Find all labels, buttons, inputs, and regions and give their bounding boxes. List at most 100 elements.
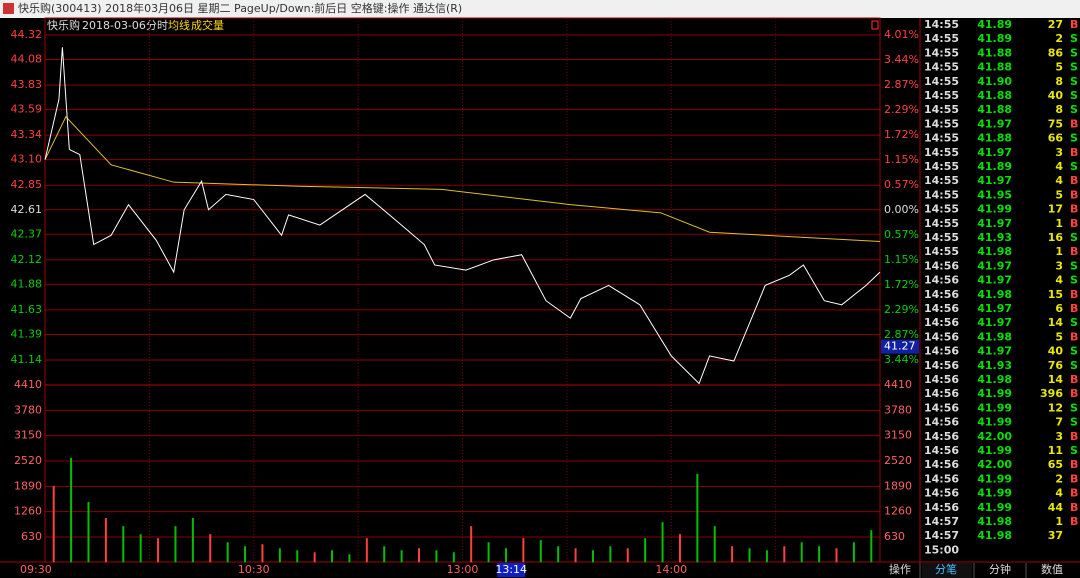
trade-volume: 86 [1048,46,1064,59]
volume-bar [591,550,594,563]
volume-bar [870,530,873,563]
volume-tick-label-right: 1890 [884,479,912,492]
trade-price: 41.93 [977,359,1012,372]
volume-bar [731,546,734,563]
trade-price: 41.95 [977,188,1012,201]
trade-volume: 66 [1048,132,1064,145]
trade-price: 41.97 [977,117,1012,130]
trade-price: 42.00 [977,430,1012,443]
volume-bar [452,552,455,563]
trade-price: 41.97 [977,345,1012,358]
trade-time: 14:55 [924,245,959,258]
volume-bar [574,548,577,563]
cursor-price: 41.27 [884,340,916,353]
volume-tick-label: 1890 [14,479,42,492]
trade-side: B [1070,515,1078,528]
trade-side: B [1070,188,1078,201]
trade-price: 41.89 [977,160,1012,173]
volume-bar [418,548,421,563]
cursor-price-box [881,339,919,354]
volume-bar [852,542,855,563]
price-tick-label: 43.10 [11,153,43,166]
trade-volume: 4 [1055,487,1063,500]
volume-bar [331,550,334,563]
trade-price: 41.97 [977,259,1012,272]
trade-price: 41.97 [977,302,1012,315]
percent-tick-label: 3.44% [884,53,919,66]
tab[interactable]: 数值 [1041,563,1063,576]
trade-time: 14:55 [924,217,959,230]
volume-bar [504,548,507,563]
trade-volume: 5 [1055,61,1063,74]
trade-volume: 16 [1048,231,1064,244]
volume-tick-label-right: 4410 [884,378,912,391]
volume-bar [470,526,473,563]
price-tick-label: 41.14 [11,353,43,366]
trade-volume: 14 [1048,316,1064,329]
trade-volume: 8 [1055,75,1063,88]
trade-time: 14:56 [924,359,959,372]
volume-bar [818,546,821,563]
trade-volume: 3 [1055,259,1063,272]
volume-bar [435,550,438,563]
trade-price: 41.98 [977,245,1012,258]
trade-time: 14:55 [924,174,959,187]
volume-tick-label-right: 3780 [884,403,912,416]
trade-price: 41.98 [977,515,1012,528]
trade-time: 14:55 [924,18,959,31]
trade-time: 14:55 [924,89,959,102]
trade-price: 41.99 [977,387,1012,400]
trade-time: 14:56 [924,487,959,500]
volume-bar [713,526,716,563]
avg-label: 均线 [168,18,190,32]
title-bar [0,0,1080,18]
cursor-time: 13:14 [495,563,527,576]
trade-price: 41.99 [977,487,1012,500]
trade-side: S [1070,160,1078,173]
tab[interactable]: 分钟 [989,562,1011,576]
volume-tick-label: 3150 [14,429,42,442]
volume-bar [835,548,838,563]
trade-side: B [1070,430,1078,443]
trade-volume: 4 [1055,160,1063,173]
tab[interactable]: 操作 [889,562,911,576]
trade-time: 14:55 [924,188,959,201]
volume-bar [157,538,160,563]
tab[interactable]: 分笔 [935,562,957,576]
trade-side: S [1070,231,1078,244]
trade-volume: 5 [1055,330,1063,343]
trade-side: S [1070,416,1078,429]
trade-volume: 65 [1048,458,1063,471]
trade-price: 41.97 [977,146,1012,159]
trade-time: 14:56 [924,430,959,443]
price-tick-label: 42.12 [11,253,43,266]
trade-side: B [1070,387,1078,400]
time-label: 09:30 [20,563,52,576]
trade-volume: 11 [1048,444,1063,457]
trade-side: B [1070,472,1078,485]
volume-tick-label-right: 1260 [884,505,912,518]
chart-date: 2018-03-06 [82,19,146,32]
trade-volume: 14 [1048,373,1064,386]
trade-side: S [1070,89,1078,102]
trade-time: 14:55 [924,203,959,216]
trade-side: S [1070,345,1078,358]
trade-time: 14:57 [924,515,959,528]
volume-tick-label: 2520 [14,454,42,467]
percent-tick-label: 2.29% [884,303,919,316]
volume-bar [70,457,73,563]
volume-tick-label: 3780 [14,403,42,416]
trade-side: B [1070,487,1078,500]
price-tick-label: 43.34 [11,128,43,141]
trade-price: 41.89 [977,32,1012,45]
trade-price: 41.99 [977,501,1012,514]
trade-volume: 396 [1040,387,1063,400]
trade-time: 14:56 [924,274,959,287]
trade-price: 41.88 [977,103,1012,116]
price-tick-label: 41.63 [11,303,43,316]
volume-bar [609,546,612,563]
average-line [44,115,881,242]
corner-icon [871,20,879,30]
trade-volume: 12 [1048,401,1063,414]
price-tick-label: 44.08 [11,53,43,66]
